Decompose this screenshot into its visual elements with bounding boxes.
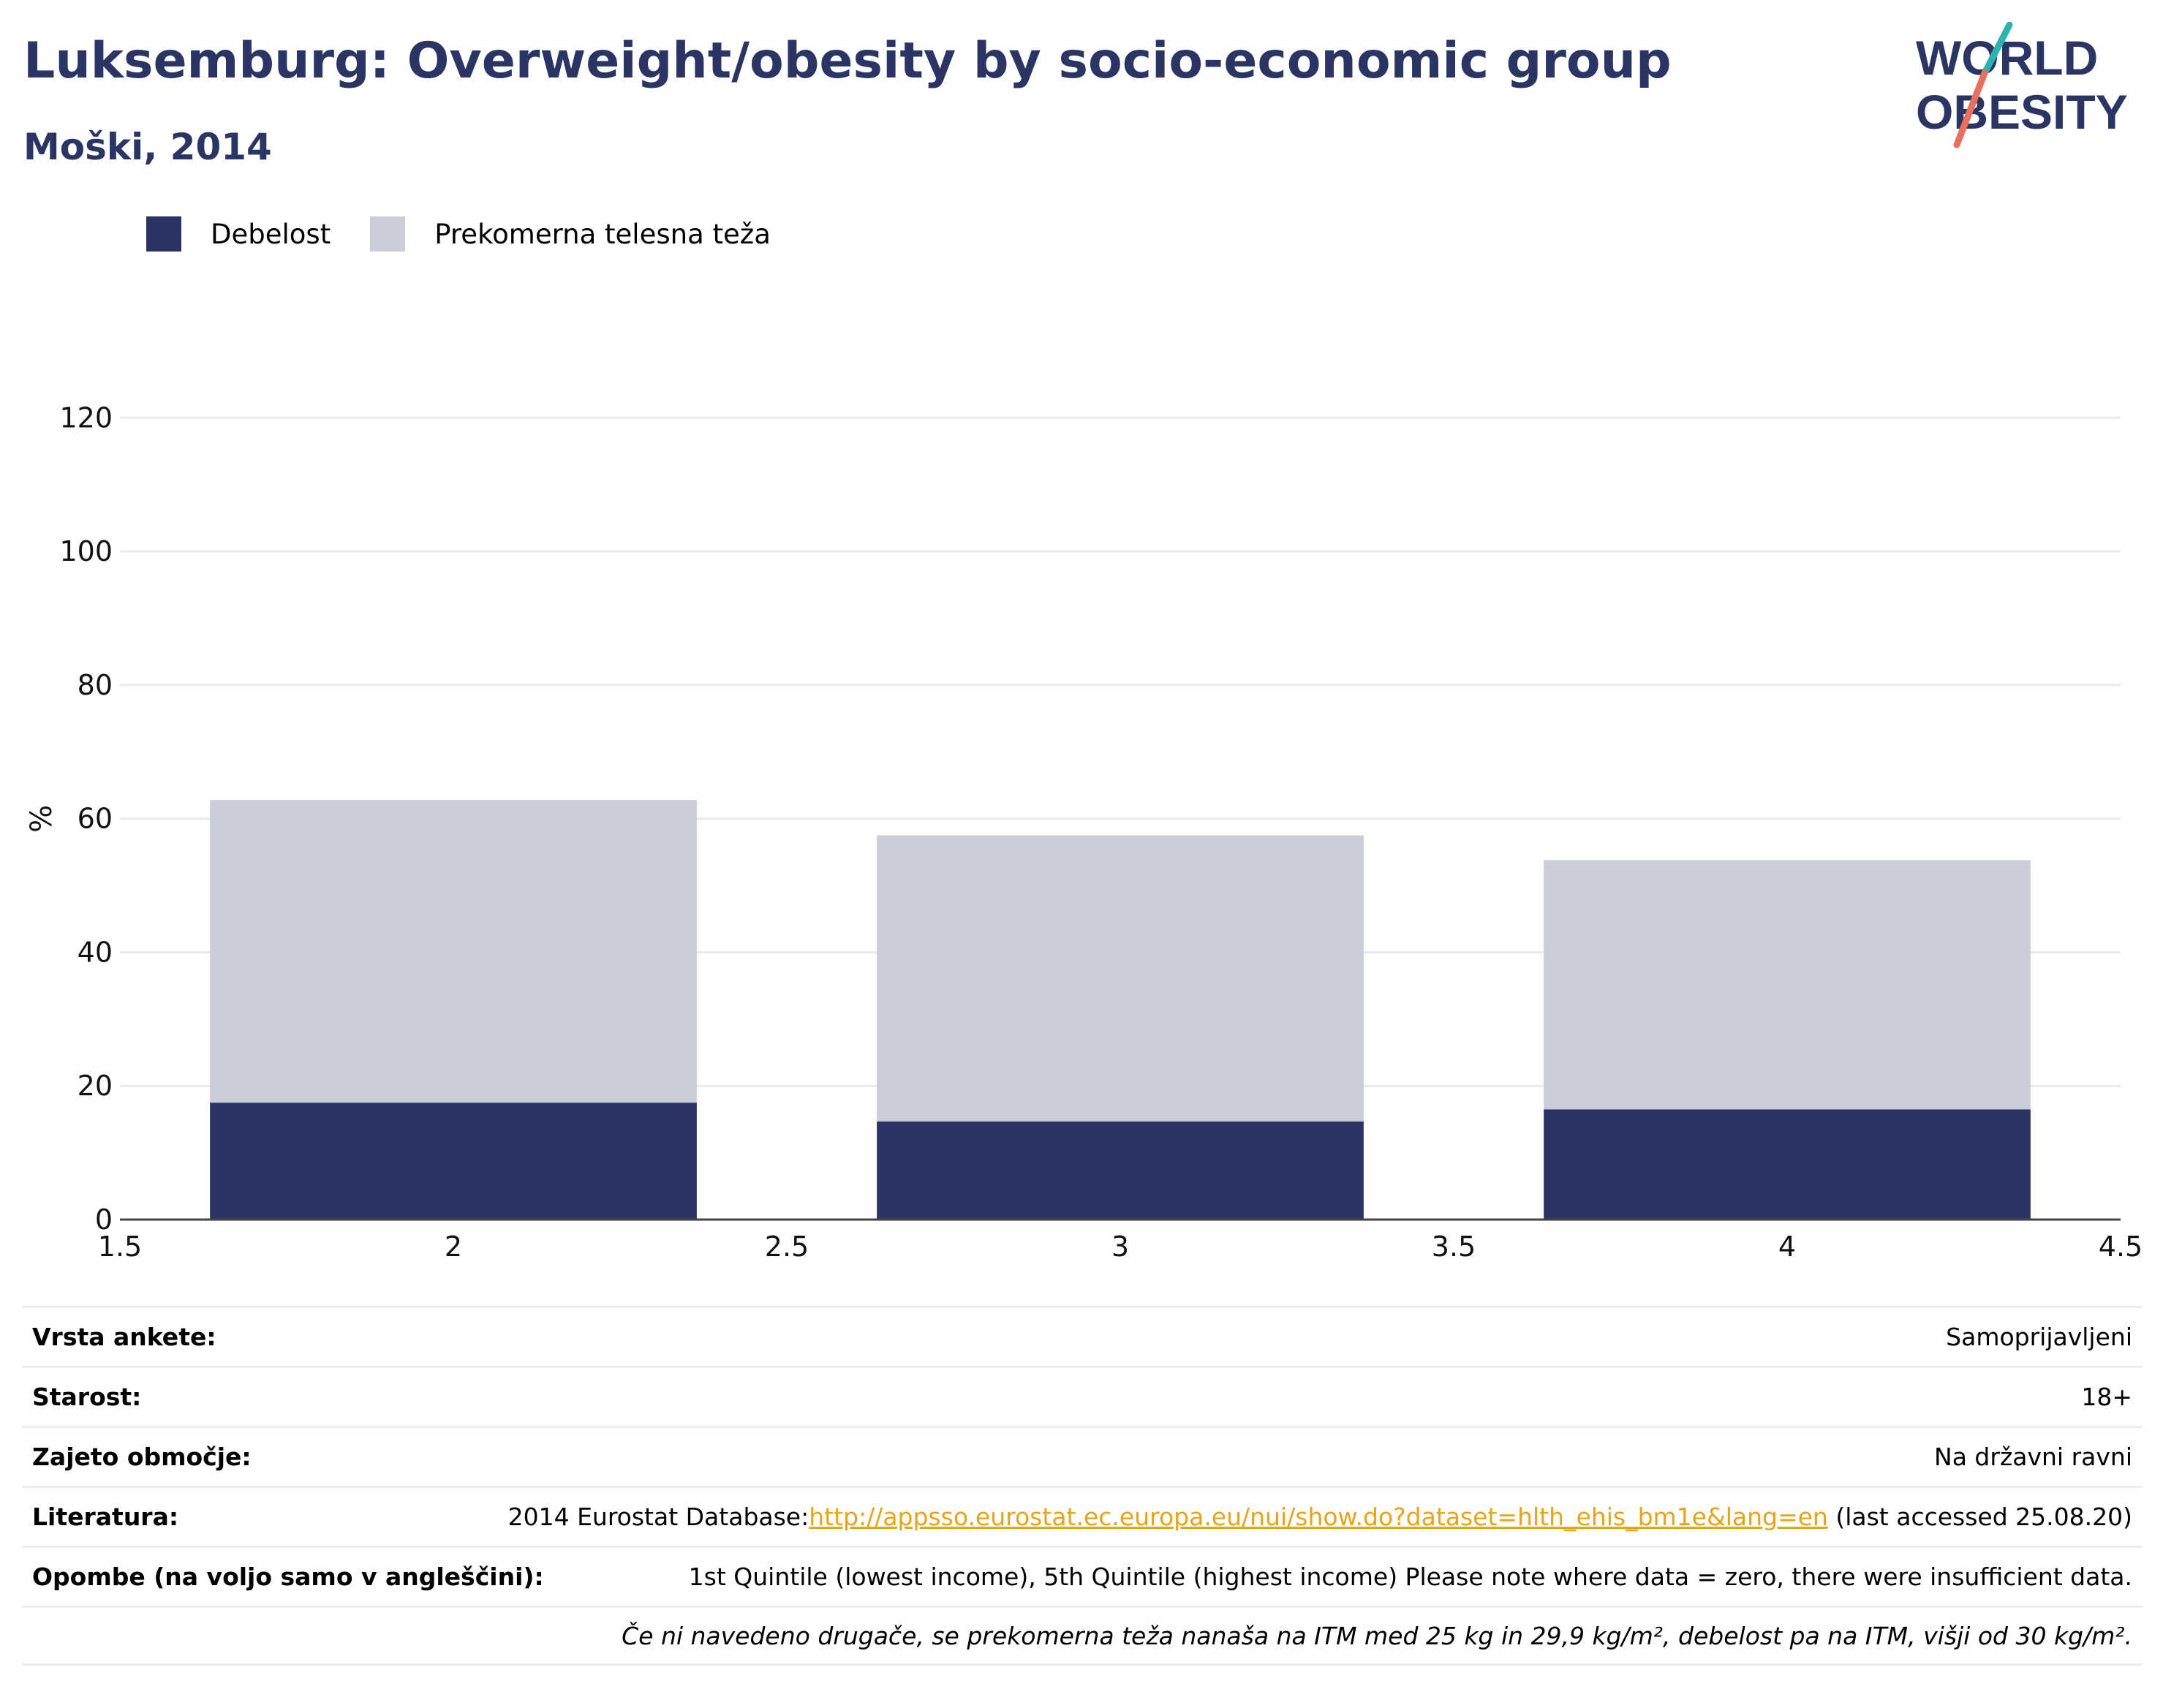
- reference-suffix: (last accessed 25.08.20): [1827, 1503, 2132, 1531]
- bar-chart: 0 20 40 60 80 100 120 1.5 2 2.5 3 3.5 4 4.5%: [25, 401, 2143, 1263]
- chart-legend: Debelost Prekomerna telesna teža: [146, 216, 810, 252]
- notes-label: Opombe (na voljo samo v angleščini):: [32, 1562, 544, 1591]
- logo-word-world: WORLD: [1916, 31, 2098, 85]
- page-title: Luksemburg: Overweight/obesity by socio-…: [23, 32, 1672, 90]
- bar-overweight: [877, 835, 1364, 1122]
- legend-item-obesity[interactable]: Debelost: [146, 216, 331, 252]
- y-tick-label: 120: [59, 401, 113, 434]
- bar-overweight: [210, 800, 697, 1103]
- x-tick-label: 4.5: [2099, 1231, 2143, 1263]
- reference-link[interactable]: http://appsso.eurostat.ec.europa.eu/nui/…: [809, 1503, 1828, 1531]
- reference-prefix: 2014 Eurostat Database:: [507, 1503, 809, 1531]
- coverage-value: Na državni ravni: [1934, 1443, 2132, 1471]
- x-tick-label: 3.5: [1432, 1231, 1476, 1263]
- legend-label-overweight: Prekomerna telesna teža: [434, 218, 771, 250]
- bar-overweight: [1544, 860, 2031, 1110]
- info-row-definition: Če ni navedeno drugače, se prekomerna te…: [22, 1606, 2143, 1666]
- info-row-notes: Opombe (na voljo samo v angleščini): 1st…: [22, 1546, 2143, 1606]
- y-tick-label: 0: [95, 1203, 113, 1236]
- y-tick-label: 20: [78, 1070, 113, 1102]
- notes-value: 1st Quintile (lowest income), 5th Quinti…: [688, 1562, 2132, 1591]
- x-tick-label: 3: [1111, 1231, 1129, 1263]
- legend-swatch-overweight: [370, 216, 406, 252]
- logo-word-obesity: OBESITY: [1916, 85, 2128, 139]
- definition-note: Če ni navedeno drugače, se prekomerna te…: [622, 1621, 2132, 1650]
- legend-label-obesity: Debelost: [211, 218, 331, 250]
- coverage-label: Zajeto območje:: [32, 1443, 252, 1471]
- x-tick-label: 2.5: [765, 1231, 809, 1263]
- info-table: Vrsta ankete: Samoprijavljeni Starost: 1…: [22, 1306, 2143, 1666]
- y-axis-label: %: [25, 805, 58, 833]
- legend-swatch-obesity: [146, 216, 181, 252]
- y-tick-label: 100: [59, 535, 113, 567]
- logo-slash-teal: [1981, 22, 2013, 77]
- info-row-reference: Literatura: 2014 Eurostat Database:http:…: [22, 1486, 2143, 1546]
- page-subtitle: Moški, 2014: [23, 126, 272, 168]
- survey-label: Vrsta ankete:: [32, 1323, 216, 1351]
- age-label: Starost:: [32, 1383, 142, 1411]
- y-tick-label: 80: [78, 669, 113, 701]
- survey-value: Samoprijavljeni: [1946, 1323, 2132, 1351]
- bar-obesity: [877, 1121, 1364, 1220]
- x-tick-label: 1.5: [98, 1231, 142, 1263]
- bar-obesity: [210, 1103, 697, 1220]
- y-tick-label: 40: [78, 936, 113, 968]
- world-obesity-logo: WORLD OBESITY: [1916, 22, 2128, 148]
- legend-item-overweight[interactable]: Prekomerna telesna teža: [370, 216, 771, 252]
- reference-value: 2014 Eurostat Database:http://appsso.eur…: [508, 1503, 2132, 1531]
- reference-label: Literatura:: [32, 1503, 179, 1531]
- age-value: 18+: [2081, 1383, 2132, 1411]
- x-tick-label: 4: [1778, 1231, 1796, 1263]
- info-row-age: Starost: 18+: [22, 1366, 2143, 1426]
- x-tick-label: 2: [445, 1231, 462, 1263]
- info-row-survey: Vrsta ankete: Samoprijavljeni: [22, 1306, 2143, 1366]
- info-row-coverage: Zajeto območje: Na državni ravni: [22, 1426, 2143, 1486]
- bar-obesity: [1544, 1109, 2031, 1220]
- y-tick-label: 60: [78, 803, 113, 835]
- logo-slash-coral: [1953, 69, 1988, 148]
